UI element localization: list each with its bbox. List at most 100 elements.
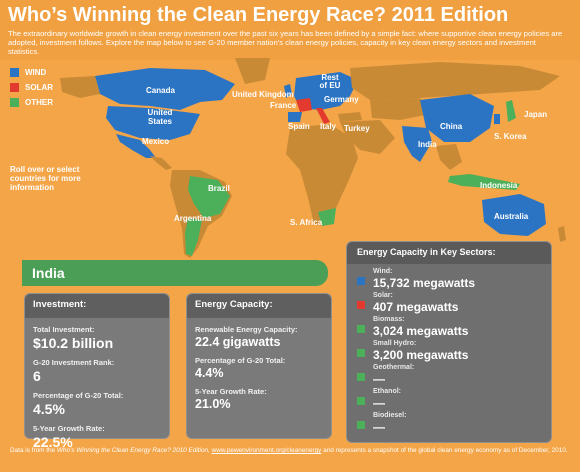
legend-swatch-other (10, 98, 19, 107)
land-china[interactable] (420, 94, 494, 142)
biodiesel-swatch (357, 421, 365, 429)
land-uk[interactable] (284, 84, 292, 98)
total-investment-label: Total Investment: (33, 325, 95, 334)
land-spain[interactable] (288, 112, 302, 122)
investment-panel: Investment: Total Investment: $10.2 bill… (24, 293, 170, 450)
country-south-africa[interactable]: S. Africa (290, 218, 323, 227)
capacity-panel: Energy Capacity: Renewable Energy Capaci… (186, 293, 332, 439)
land-greenland (235, 58, 270, 84)
country-germany[interactable]: Germany (324, 95, 359, 104)
sector-row-biodiesel: Biodiesel: — (357, 412, 551, 436)
sector-row-solar: Solar: 407 megawatts (357, 292, 551, 316)
solar-swatch (357, 301, 365, 309)
legend: WIND SOLAR OTHER (10, 68, 53, 113)
land-canada[interactable] (95, 68, 235, 110)
sector-label-geothermal: Geothermal: (373, 364, 415, 371)
sector-label-biomass: Biomass: (373, 316, 405, 323)
sector-value-solar: 407 megawatts (373, 300, 459, 314)
land-central-america (150, 156, 172, 170)
country-canada[interactable]: Canada (146, 86, 175, 95)
sector-value-small-hydro: 3,200 megawatts (373, 348, 469, 362)
land-mexico[interactable] (116, 134, 156, 158)
country-indonesia[interactable]: Indonesia (480, 181, 518, 190)
land-germany[interactable] (314, 90, 328, 104)
land-south-africa[interactable] (318, 208, 336, 226)
land-india[interactable] (402, 126, 432, 162)
country-south-korea[interactable]: S. Korea (494, 132, 527, 141)
country-australia[interactable]: Australia (494, 212, 529, 221)
land-japan[interactable] (506, 100, 516, 122)
legend-item-other: OTHER (10, 98, 53, 107)
sector-row-geothermal: Geothermal: — (357, 364, 551, 388)
sectors-list: Wind: 15,732 megawatts Solar: 407 megawa… (347, 264, 551, 436)
small-hydro-swatch (357, 349, 365, 357)
total-investment-value: $10.2 billion (33, 335, 114, 351)
world-map[interactable] (0, 58, 580, 258)
country-rest-of-eu[interactable]: Rest of EU (319, 73, 341, 90)
country-spain[interactable]: Spain (288, 122, 310, 131)
country-brazil[interactable]: Brazil (208, 184, 230, 193)
legend-label-wind: WIND (25, 68, 47, 77)
land-korea[interactable] (494, 114, 500, 124)
header (0, 0, 580, 60)
legend-item-wind: WIND (10, 68, 53, 77)
sector-value-ethanol: — (373, 396, 385, 410)
land-indonesia[interactable] (448, 174, 520, 190)
legend-item-solar: SOLAR (10, 83, 53, 92)
sector-label-ethanol: Ethanol: (373, 388, 401, 395)
sector-row-small-hydro: Small Hydro: 3,200 megawatts (357, 340, 551, 364)
land-alaska (60, 76, 100, 98)
capacity-growth-label: 5-Year Growth Rate: (195, 387, 267, 396)
capacity-growth-value: 21.0% (195, 397, 231, 411)
land-southeast-asia (436, 144, 462, 170)
footer-link[interactable]: www.pewenvironment.org/cleanenergy (211, 447, 322, 454)
legend-swatch-wind (10, 68, 19, 77)
investment-rank-value: 6 (33, 368, 41, 384)
land-australia[interactable] (482, 194, 546, 236)
footer-prefix: Data is from the (10, 447, 56, 454)
capacity-heading: Energy Capacity: (187, 294, 331, 318)
country-united-kingdom[interactable]: United Kingdom (232, 90, 294, 99)
footer-note: Data is from the Who’s Winning the Clean… (10, 447, 570, 455)
capacity-body: Renewable Energy Capacity: 22.4 gigawatt… (187, 325, 331, 411)
map-instruction: Roll over or select countries for more i… (10, 165, 81, 192)
land-brazil[interactable] (188, 176, 230, 218)
investment-heading: Investment: (25, 294, 169, 318)
sector-row-wind: Wind: 15,732 megawatts (357, 268, 551, 292)
legend-swatch-solar (10, 83, 19, 92)
land-turkey[interactable] (338, 112, 362, 122)
country-japan[interactable]: Japan (524, 110, 548, 119)
land-middle-east (340, 120, 395, 154)
sector-value-wind: 15,732 megawatts (373, 276, 476, 290)
country-india[interactable]: India (418, 140, 437, 149)
country-china[interactable]: China (440, 122, 463, 131)
country-italy[interactable]: Italy (320, 122, 337, 131)
land-africa (286, 124, 358, 226)
land-us[interactable] (106, 106, 200, 140)
country-argentina[interactable]: Argentina (174, 214, 212, 223)
footer-report-title: Who’s Winning the Clean Energy Race? 201… (56, 447, 210, 454)
country-mexico[interactable]: Mexico (142, 137, 170, 146)
ethanol-swatch (357, 397, 365, 405)
land-france[interactable] (296, 98, 312, 112)
land-italy[interactable] (316, 108, 330, 124)
page-title: Who’s Winning the Clean Energy Race? 201… (8, 4, 509, 26)
renewable-capacity-value: 22.4 gigawatts (195, 335, 281, 349)
sector-label-wind: Wind: (373, 268, 393, 275)
land-argentina[interactable] (185, 218, 202, 256)
land-russia (350, 62, 560, 100)
country-turkey[interactable]: Turkey (344, 124, 370, 133)
renewable-capacity-label: Renewable Energy Capacity: (195, 325, 298, 334)
sector-value-biodiesel: — (373, 420, 385, 434)
sector-value-geothermal: — (373, 372, 385, 386)
country-france[interactable]: France (270, 101, 297, 110)
selected-country-name: India (32, 265, 65, 281)
investment-growth-label: 5-Year Growth Rate: (33, 424, 105, 433)
land-central-asia (370, 98, 430, 120)
footer-suffix: and represents a snapshot of the global … (323, 447, 568, 454)
sector-label-biodiesel: Biodiesel: (373, 412, 407, 419)
wind-swatch (357, 277, 365, 285)
geothermal-swatch (357, 373, 365, 381)
country-united-states[interactable]: United States (147, 108, 173, 126)
intro-text: The extraordinary worldwide growth in cl… (8, 29, 563, 56)
